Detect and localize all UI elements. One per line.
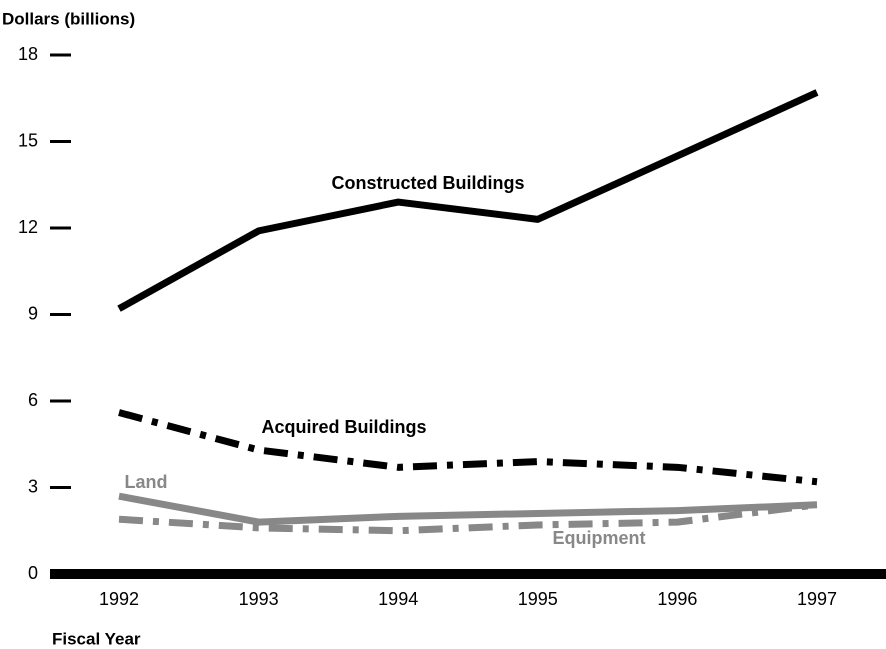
y-tick-label: 6 <box>28 390 38 410</box>
x-tick-label: 1994 <box>378 589 418 609</box>
y-tick-label: 15 <box>18 130 38 150</box>
y-tick-label: 9 <box>28 303 38 323</box>
series-line <box>118 501 818 535</box>
series-line <box>117 89 819 312</box>
series-line <box>118 409 818 486</box>
x-tick-label: 1996 <box>657 589 697 609</box>
series-label: Acquired Buildings <box>261 417 426 437</box>
x-tick-label: 1992 <box>99 589 139 609</box>
y-axis-label: Dollars (billions) <box>2 9 135 28</box>
series-line <box>118 492 818 526</box>
series-label: Equipment <box>553 528 646 548</box>
series-label: Land <box>125 472 168 492</box>
x-tick-label: 1993 <box>239 589 279 609</box>
x-axis-label: Fiscal Year <box>52 629 141 648</box>
series-label: Constructed Buildings <box>332 173 525 193</box>
x-tick-label: 1995 <box>518 589 558 609</box>
y-tick-label: 0 <box>28 563 38 583</box>
y-tick-label: 12 <box>18 217 38 237</box>
y-tick-label: 3 <box>28 476 38 496</box>
x-tick-label: 1997 <box>797 589 837 609</box>
y-tick-label: 18 <box>18 44 38 64</box>
